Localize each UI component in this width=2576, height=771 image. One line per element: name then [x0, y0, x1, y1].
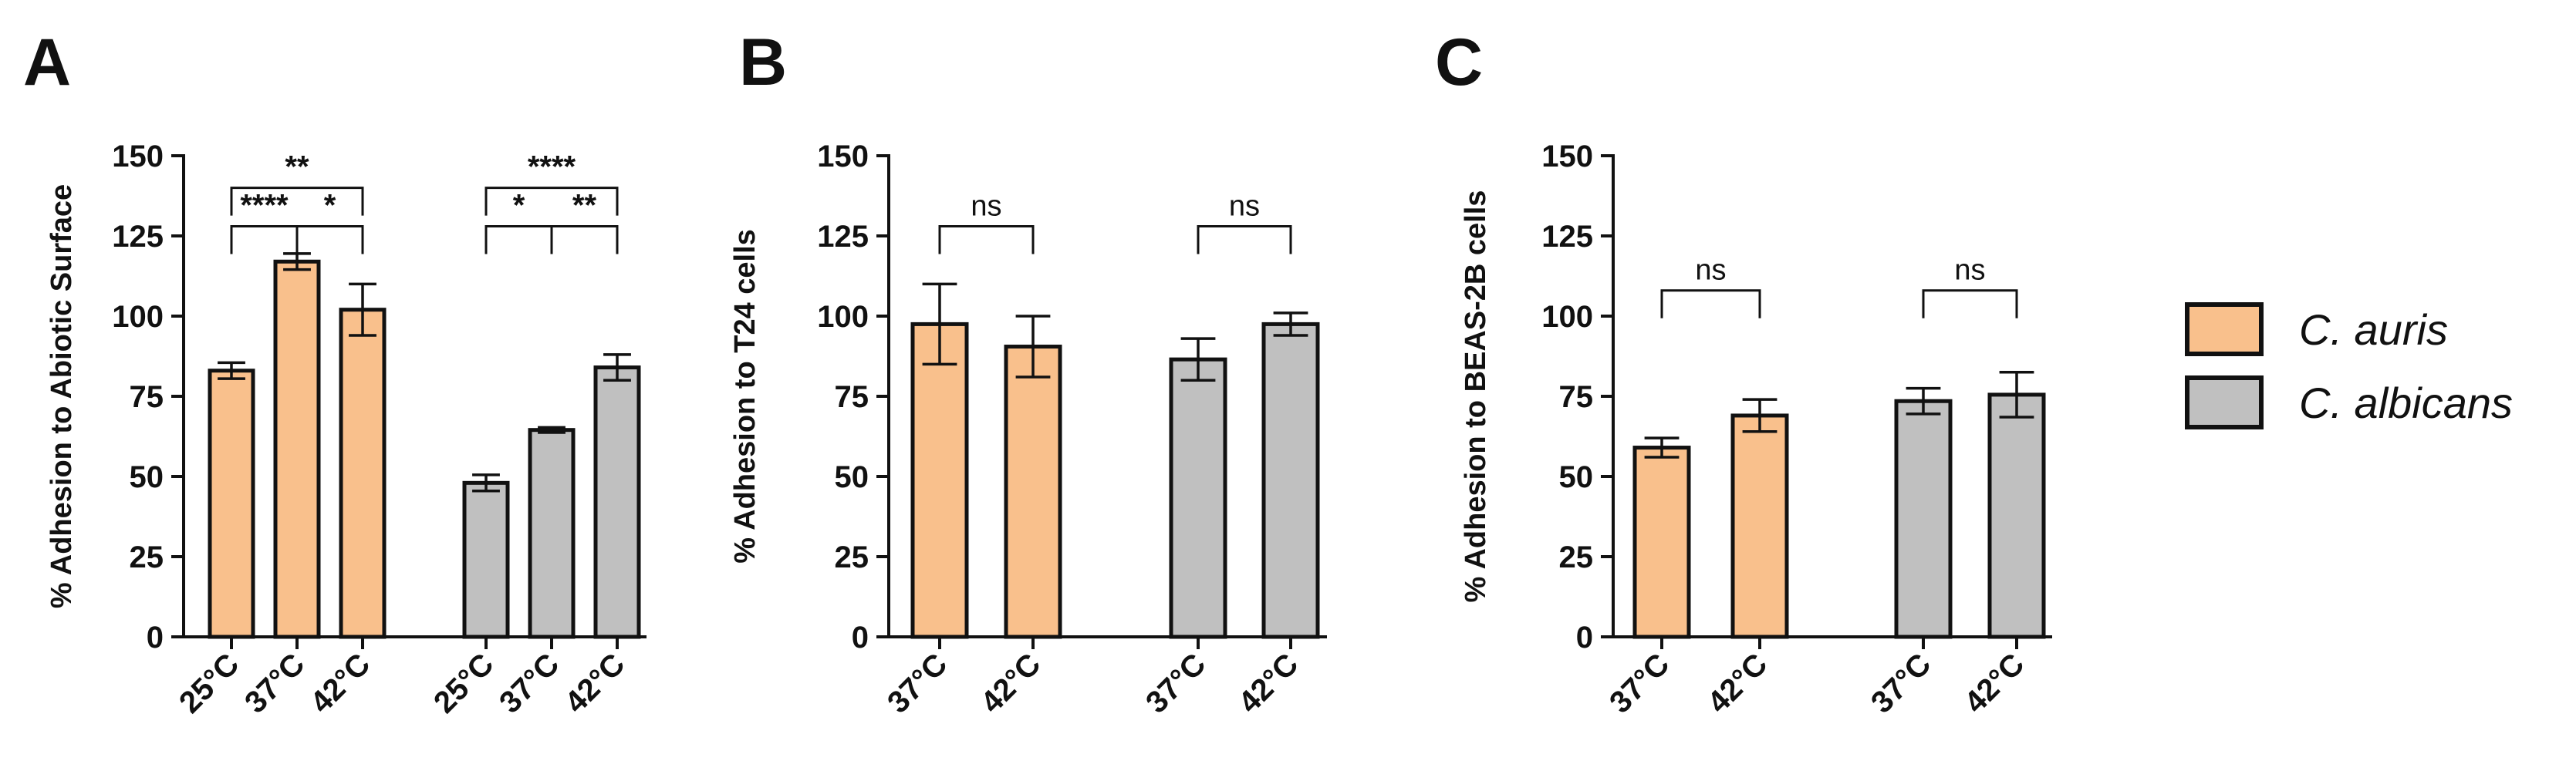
error-bar [1742, 398, 1778, 433]
error-bar [1180, 337, 1216, 382]
legend-label: C. auris [2299, 305, 2448, 354]
y-tick-label: 100 [112, 300, 164, 334]
x-category-label: 37°C [881, 647, 954, 719]
y-tick-label: 75 [130, 380, 164, 414]
y-tick-label: 150 [1541, 140, 1593, 173]
significance-bracket [230, 187, 364, 216]
bar-c-auris [910, 322, 969, 639]
significance-bracket [1197, 225, 1292, 254]
x-category-label: 37°C [238, 647, 311, 719]
bar-c-auris [208, 369, 255, 639]
bar-c-auris [1004, 345, 1062, 639]
significance-bracket [1660, 289, 1761, 318]
significance-bracket [484, 225, 553, 254]
significance-label: * [324, 189, 336, 223]
x-category-label: 42°C [974, 647, 1047, 719]
x-category-label: 37°C [1139, 647, 1212, 719]
error-bar [538, 426, 566, 434]
bar-c-auris [339, 308, 387, 639]
bar-c-albicans [462, 480, 510, 639]
x-category-label: 37°C [493, 647, 566, 719]
y-tick-label: 0 [1576, 621, 1593, 655]
x-category-label: 37°C [1603, 647, 1676, 719]
legend-label: C. albicans [2299, 379, 2513, 427]
error-bar [472, 473, 500, 493]
bar-c-albicans [1987, 392, 2046, 639]
x-category-label: 37°C [1865, 647, 1937, 719]
y-tick-label: 50 [835, 460, 869, 494]
significance-label: ns [1229, 190, 1260, 223]
x-category-label: 42°C [1958, 647, 2031, 719]
panel-b-chart: B % Adhesion to T24 cells 0 25 50 75 100 125 150… [729, 25, 1327, 720]
legend-swatch [2185, 302, 2264, 356]
significance-bracket [938, 225, 1035, 254]
panel-letter: B [739, 25, 787, 99]
error-bar [1015, 315, 1051, 379]
y-tick-label: 75 [835, 380, 869, 414]
error-bar [922, 282, 957, 366]
y-tick-label: 25 [1559, 540, 1594, 574]
significance-bracket [295, 225, 364, 254]
x-category-label: 42°C [304, 647, 376, 719]
y-tick-label: 0 [147, 621, 164, 655]
panel-a-chart: A % Adhesion to Abiotic Surface 0 25 50 75 100… [23, 25, 647, 720]
y-tick-label: 125 [112, 220, 164, 254]
y-axis-title: % Adhesion to BEAS-2B cells [1460, 190, 1492, 603]
error-bar [349, 282, 376, 337]
error-bar [218, 361, 245, 380]
x-category-label: 42°C [1232, 647, 1305, 719]
y-tick-label: 150 [817, 140, 869, 173]
legend-swatch [2185, 375, 2264, 429]
y-tick-label: 50 [130, 460, 164, 494]
significance-label: * [513, 189, 525, 223]
significance-bracket [484, 187, 619, 216]
y-tick-label: 50 [1559, 460, 1594, 494]
x-category-label: 42°C [559, 647, 631, 719]
x-category-label: 42°C [1701, 647, 1774, 719]
bar-c-albicans [1894, 399, 1953, 639]
y-tick-label: 25 [130, 540, 164, 574]
significance-bracket [550, 225, 619, 254]
error-bar [603, 353, 631, 382]
panel-c-chart: C % Adhesion to BEAS-2B cells 0 25 50 75 100 12… [1435, 25, 2052, 720]
panel-letter: C [1435, 25, 1483, 99]
bar-c-auris [1730, 413, 1789, 639]
y-tick-label: 100 [817, 300, 869, 334]
x-category-label: 25°C [173, 647, 245, 719]
y-tick-label: 100 [1541, 300, 1593, 334]
error-bar [1999, 371, 2034, 419]
significance-label: ** [572, 189, 597, 223]
significance-bracket [230, 225, 299, 254]
significance-label: ns [971, 190, 1001, 223]
y-axis-title: % Adhesion to T24 cells [729, 229, 761, 564]
error-bar [1906, 386, 1941, 416]
bar-c-albicans [1169, 357, 1227, 639]
y-tick-label: 125 [1541, 220, 1593, 254]
panel-letter: A [23, 25, 71, 99]
bar-c-auris [273, 259, 321, 639]
y-tick-label: 125 [817, 220, 869, 254]
y-axis-title: % Adhesion to Abiotic Surface [46, 184, 78, 608]
bar-c-albicans [1261, 322, 1320, 639]
error-bar [1273, 311, 1308, 337]
y-tick-label: 75 [1559, 380, 1594, 414]
bar-c-albicans [593, 365, 641, 639]
bar-c-auris [1632, 446, 1691, 639]
y-tick-label: 0 [852, 621, 869, 655]
significance-label: ns [1695, 254, 1726, 287]
legend: C. auris C. albicans [2185, 302, 2513, 429]
error-bar [1644, 436, 1680, 459]
significance-label: ** [285, 150, 309, 184]
significance-label: **** [528, 150, 576, 184]
significance-label: **** [240, 189, 289, 223]
y-tick-label: 150 [112, 140, 164, 173]
significance-label: ns [1954, 254, 1985, 287]
y-tick-label: 25 [835, 540, 869, 574]
x-category-label: 25°C [427, 647, 500, 719]
bar-c-albicans [528, 428, 576, 639]
significance-bracket [1922, 289, 2018, 318]
